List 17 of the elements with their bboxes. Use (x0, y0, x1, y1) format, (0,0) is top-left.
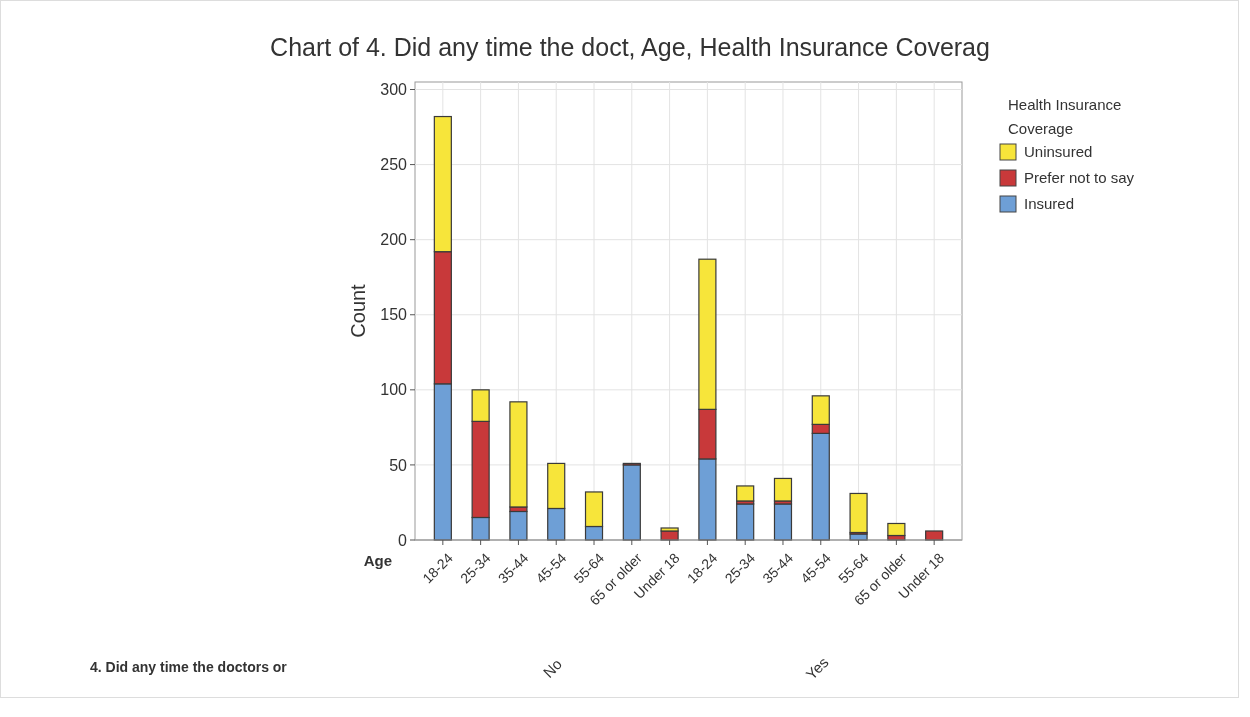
y-tick-label: 250 (380, 156, 408, 174)
y-tick-label: 300 (380, 81, 408, 99)
legend-label: Insured (1024, 195, 1075, 212)
y-tick-label: 50 (389, 456, 408, 474)
y-axis-title: Count (347, 283, 369, 338)
y-tick-label: 200 (380, 231, 408, 249)
y-tick-label: 150 (380, 306, 408, 324)
text: 4. Did any time the doctors or (90, 659, 288, 675)
legend-label: Prefer not to say (1024, 169, 1135, 186)
text: Yes (802, 653, 832, 683)
x-axis-title: Age (363, 552, 392, 569)
y-tick-label: 100 (380, 381, 408, 399)
chart-title: Chart of 4. Did any time the doct, Age, Health Insurance Coverag (270, 33, 990, 61)
y-tick-label: 0 (398, 531, 408, 549)
text: No (539, 655, 566, 681)
legend-title: Health Insurance Coverage (1008, 96, 1122, 137)
legend-label: Uninsured (1024, 143, 1093, 160)
